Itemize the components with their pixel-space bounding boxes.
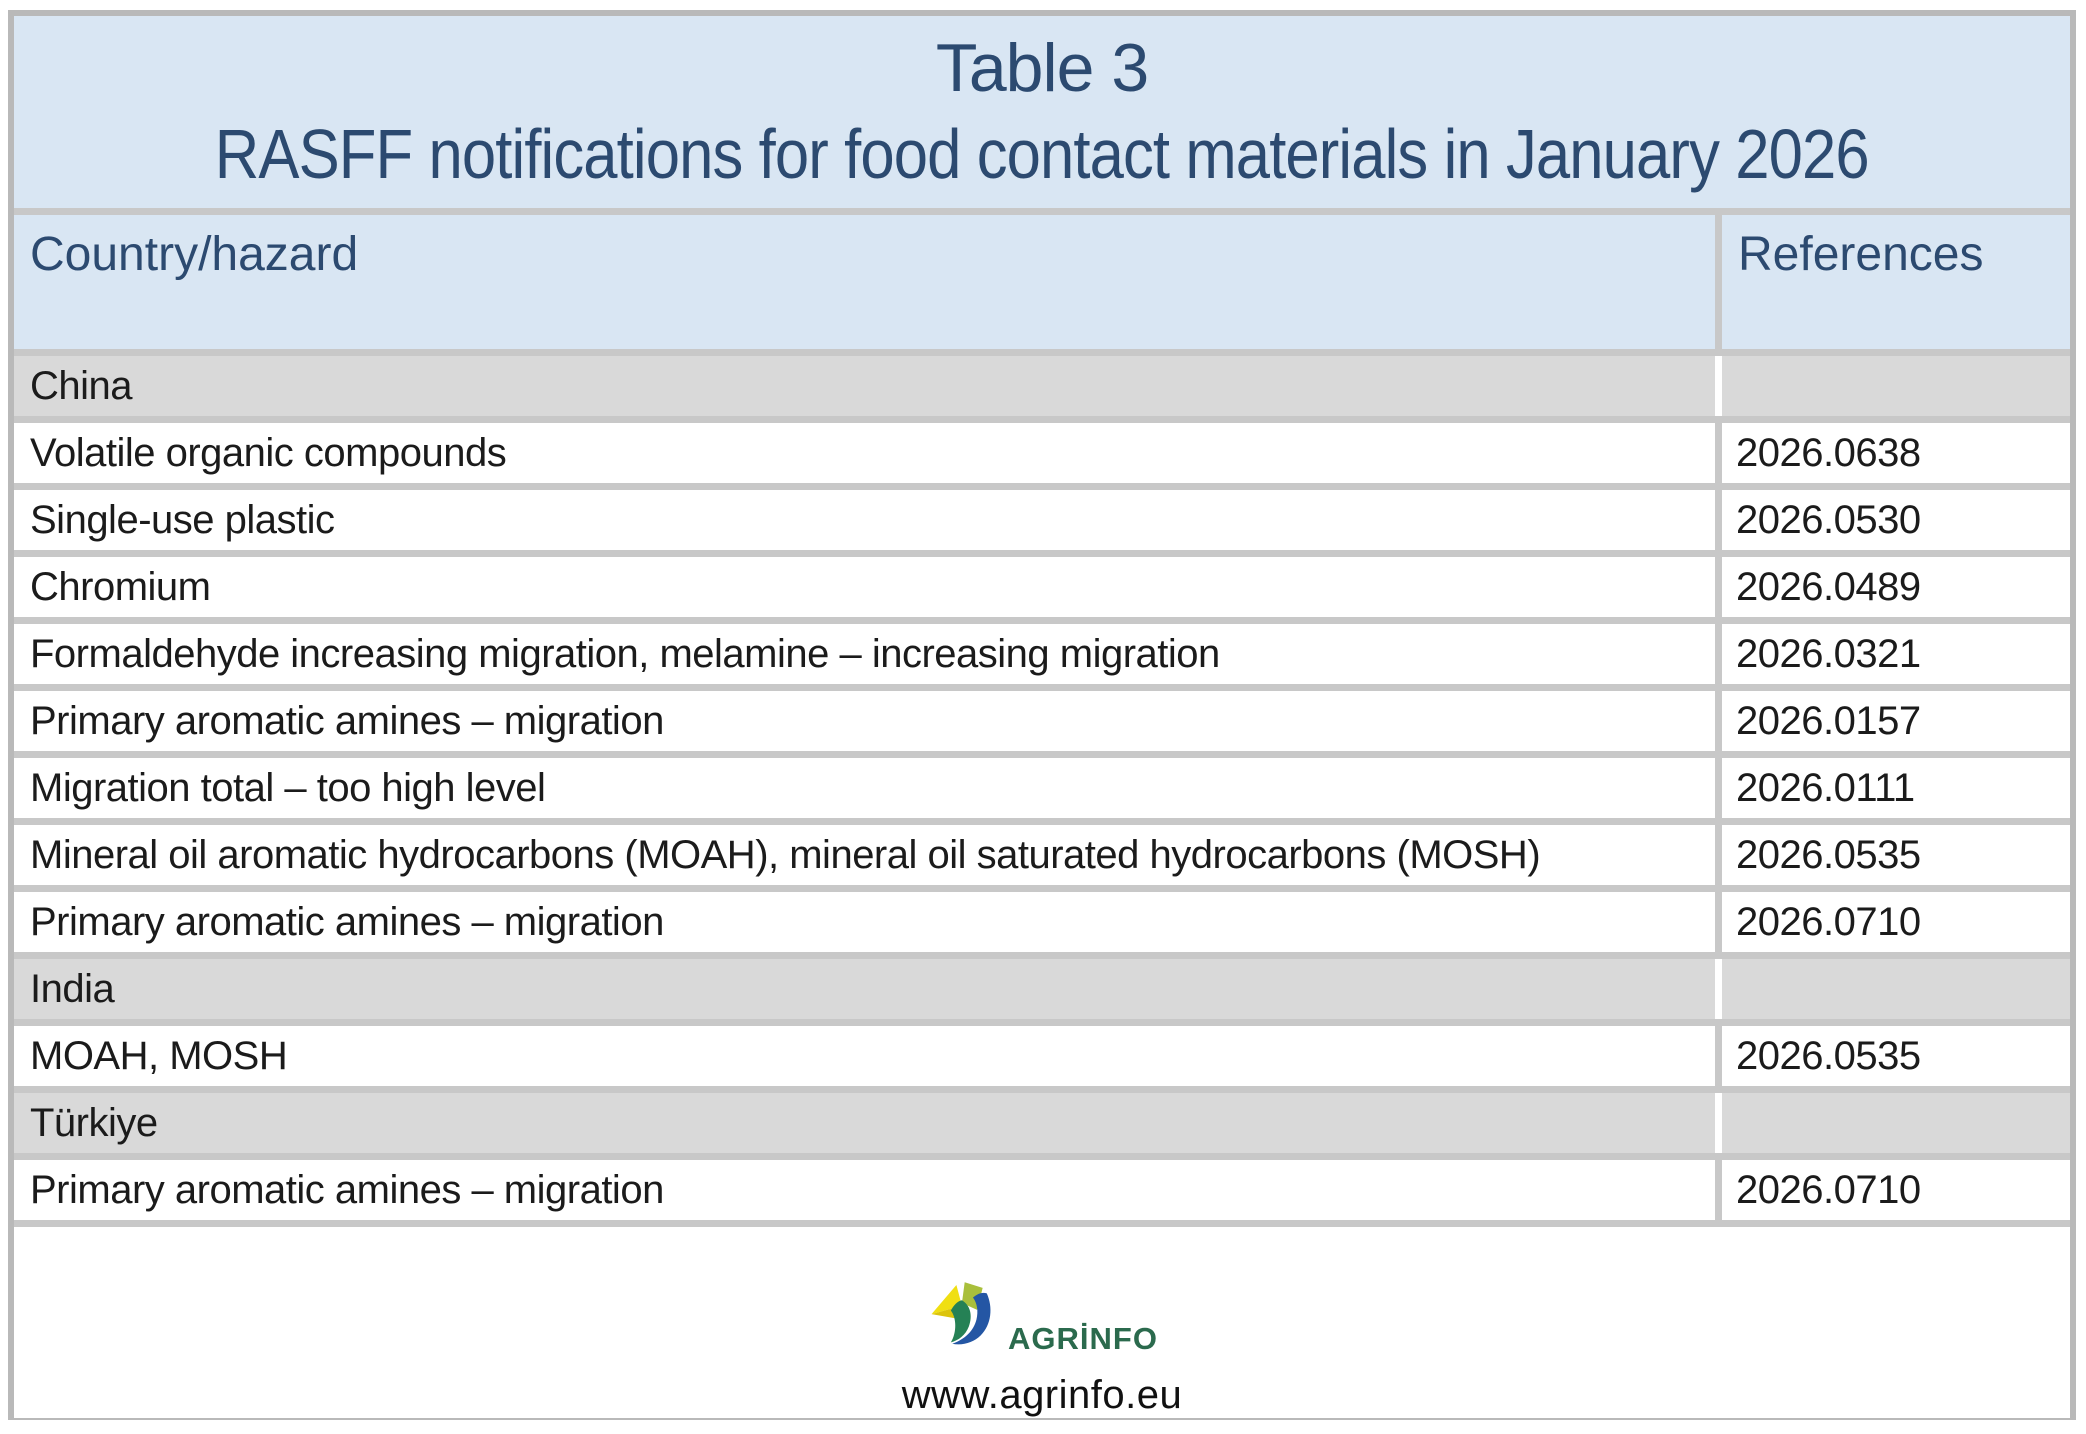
hazard-row: Mineral oil aromatic hydrocarbons (MOAH)… xyxy=(14,825,2070,885)
table-footer: AGRİNFO www.agrinfo.eu xyxy=(14,1227,2070,1418)
reference-cell: 2026.0157 xyxy=(1722,691,2070,751)
hazard-row: Chromium 2026.0489 xyxy=(14,557,2070,617)
country-cell: China xyxy=(14,356,1715,416)
reference-cell: 2026.0489 xyxy=(1722,557,2070,617)
hazard-row: Primary aromatic amines – migration 2026.… xyxy=(14,1160,2070,1220)
table-header-row: Country/hazard References xyxy=(14,215,2070,349)
table-title: RASFF notifications for food contact mat… xyxy=(215,115,1870,193)
reference-cell: 2026.0710 xyxy=(1722,892,2070,952)
hazard-cell: Chromium xyxy=(14,557,1715,617)
column-header-references: References xyxy=(1722,215,2070,349)
country-row: China xyxy=(14,356,2070,416)
agrinfo-logo-text: AGRİNFO xyxy=(1008,1321,1158,1356)
hazard-row: Formaldehyde increasing migration, melam… xyxy=(14,624,2070,684)
hazard-cell: Primary aromatic amines – migration xyxy=(14,691,1715,751)
hazard-row: Volatile organic compounds 2026.0638 xyxy=(14,423,2070,483)
hazard-cell: Mineral oil aromatic hydrocarbons (MOAH)… xyxy=(14,825,1715,885)
column-header-country-hazard: Country/hazard xyxy=(14,215,1715,349)
country-cell: India xyxy=(14,959,1715,1019)
hazard-row: Single-use plastic 2026.0530 xyxy=(14,490,2070,550)
hazard-cell: MOAH, MOSH xyxy=(14,1026,1715,1086)
table-number: Table 3 xyxy=(935,30,1149,106)
hazard-row: MOAH, MOSH 2026.0535 xyxy=(14,1026,2070,1086)
rasff-notifications-table: Table 3 RASFF notifications for food con… xyxy=(8,10,2076,1420)
hazard-cell: Migration total – too high level xyxy=(14,758,1715,818)
country-row: Türkiye xyxy=(14,1093,2070,1153)
reference-cell xyxy=(1722,959,2070,1019)
hazard-row: Primary aromatic amines – migration 2026.… xyxy=(14,691,2070,751)
agrinfo-bird-icon xyxy=(931,1282,991,1345)
reference-cell: 2026.0638 xyxy=(1722,423,2070,483)
reference-cell xyxy=(1722,356,2070,416)
reference-cell: 2026.0710 xyxy=(1722,1160,2070,1220)
reference-cell: 2026.0535 xyxy=(1722,1026,2070,1086)
reference-cell: 2026.0530 xyxy=(1722,490,2070,550)
hazard-row: Migration total – too high level 2026.011… xyxy=(14,758,2070,818)
reference-cell: 2026.0111 xyxy=(1722,758,2070,818)
country-row: India xyxy=(14,959,2070,1019)
hazard-cell: Primary aromatic amines – migration xyxy=(14,1160,1715,1220)
table-caption: Table 3 RASFF notifications for food con… xyxy=(14,16,2070,208)
hazard-cell: Volatile organic compounds xyxy=(14,423,1715,483)
hazard-cell: Formaldehyde increasing migration, melam… xyxy=(14,624,1715,684)
website-link[interactable]: www.agrinfo.eu xyxy=(901,1373,1183,1417)
agrinfo-logo: AGRİNFO xyxy=(926,1263,1158,1361)
reference-cell: 2026.0535 xyxy=(1722,825,2070,885)
hazard-cell: Primary aromatic amines – migration xyxy=(14,892,1715,952)
reference-cell: 2026.0321 xyxy=(1722,624,2070,684)
hazard-cell: Single-use plastic xyxy=(14,490,1715,550)
reference-cell xyxy=(1722,1093,2070,1153)
country-cell: Türkiye xyxy=(14,1093,1715,1153)
hazard-row: Primary aromatic amines – migration 2026.… xyxy=(14,892,2070,952)
